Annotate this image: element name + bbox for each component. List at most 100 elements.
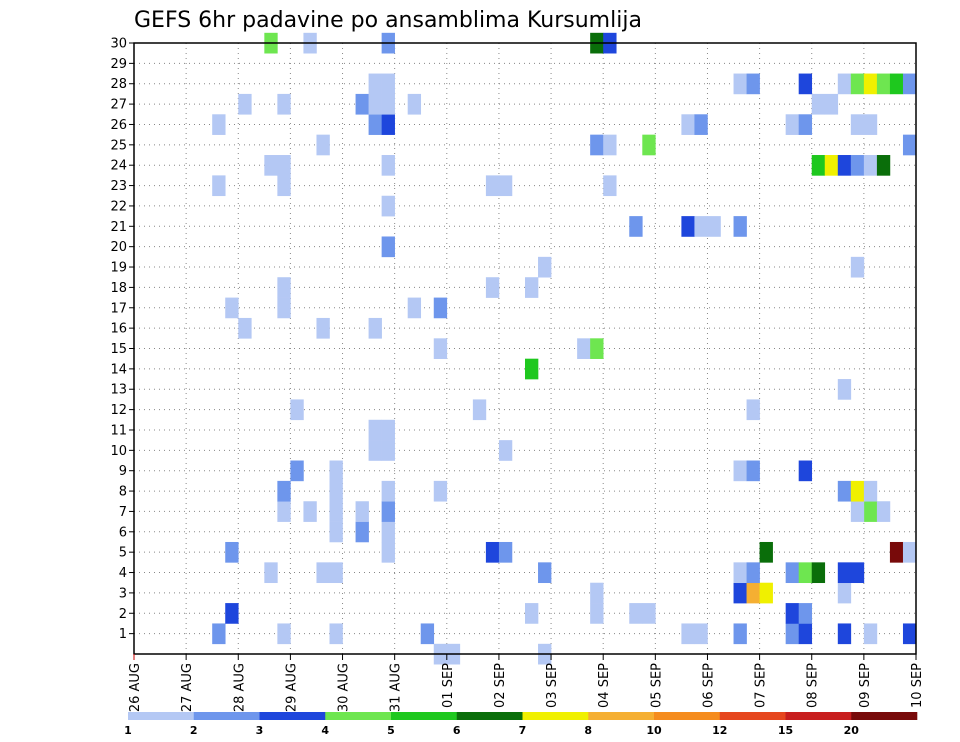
heatmap-cell (681, 623, 695, 645)
legend-swatch (851, 712, 918, 720)
y-tick-label: 2 (119, 607, 127, 622)
heatmap-cell (811, 562, 826, 584)
heatmap-cell (837, 379, 852, 400)
heatmap-cell (746, 73, 760, 95)
legend-label: 3 (256, 724, 264, 737)
legend-label: 10 (646, 724, 662, 737)
heatmap-cell (433, 297, 448, 319)
y-tick-label: 7 (119, 505, 127, 520)
heatmap-cell (225, 297, 239, 319)
chart-title: GEFS 6hr padavine po ansamblima Kursumli… (134, 8, 642, 33)
heatmap-cell (785, 114, 799, 135)
heatmap-cell (277, 277, 291, 298)
heatmap-cell (863, 501, 878, 522)
legend-swatch (456, 712, 523, 720)
heatmap-cell (694, 623, 708, 645)
legend-swatch (522, 712, 589, 720)
legend-label: 8 (584, 724, 592, 737)
heatmap-cell (355, 501, 369, 522)
heatmap-cell (381, 480, 395, 502)
heatmap-cell (603, 134, 617, 156)
heatmap-cell (590, 338, 604, 359)
y-tick-label: 23 (110, 179, 127, 194)
heatmap-cell (407, 93, 422, 115)
heatmap-cell (837, 582, 852, 604)
heatmap-cell (316, 134, 330, 156)
legend-swatch (588, 712, 655, 720)
heatmap-cell (902, 541, 917, 563)
heatmap-cell (889, 73, 904, 95)
heatmap-cell (733, 623, 747, 645)
heatmap-cell (902, 134, 917, 156)
heatmap-cell (824, 93, 839, 115)
y-tick-label: 5 (119, 546, 127, 561)
heatmap-cell (368, 440, 382, 461)
x-tick-label: 09 SEP (858, 663, 873, 708)
x-tick-label: 26 AUG (128, 663, 143, 712)
heatmap-cell (485, 277, 500, 298)
heatmap-cell (694, 216, 708, 237)
heatmap-cell (863, 73, 878, 95)
x-tick-label: 08 SEP (806, 663, 821, 708)
y-tick-label: 26 (110, 118, 127, 133)
heatmap-cell (733, 73, 747, 95)
heatmap-cell (212, 175, 226, 197)
y-tick-label: 24 (110, 159, 127, 174)
heatmap-cell (590, 582, 604, 604)
y-tick-label: 29 (110, 57, 127, 72)
heatmap-cell (525, 358, 539, 380)
x-tick-label: 28 AUG (232, 663, 247, 712)
heatmap-cell (733, 562, 747, 584)
heatmap-cell (798, 460, 813, 482)
y-tick-label: 9 (119, 464, 127, 479)
heatmap-cell (277, 93, 291, 115)
legend-swatch (128, 712, 195, 720)
heatmap-cell (811, 93, 826, 115)
heatmap-cell (381, 541, 395, 563)
heatmap-cell (381, 93, 395, 115)
heatmap-cell (277, 175, 291, 197)
heatmap-cell (472, 399, 487, 421)
heatmap-cell (538, 256, 552, 278)
heatmap-cell (863, 114, 878, 135)
heatmap-cell (316, 317, 330, 339)
heatmap-cell (746, 582, 760, 604)
legend-swatch (259, 712, 326, 720)
heatmap-cell (850, 155, 865, 176)
y-tick-label: 8 (119, 485, 127, 500)
y-tick-label: 1 (119, 627, 127, 642)
heatmap-cell (902, 623, 917, 645)
heatmap-cell (525, 277, 539, 298)
heatmap-cell (433, 480, 448, 502)
heatmap-cell (759, 541, 773, 563)
heatmap-cell (863, 480, 878, 502)
legend-swatch (719, 712, 786, 720)
heatmap-cell (264, 155, 278, 176)
heatmap-cell (381, 155, 395, 176)
heatmap-cell (876, 501, 891, 522)
heatmap-cell (277, 297, 291, 319)
heatmap-cell (642, 603, 656, 624)
heatmap-cell (329, 480, 343, 502)
legend-swatch (785, 712, 852, 720)
heatmap-cell (316, 562, 330, 584)
heatmap-cell (889, 541, 904, 563)
legend-swatch (391, 712, 458, 720)
heatmap-cell (798, 73, 813, 95)
x-tick-label: 05 SEP (649, 663, 664, 708)
y-axis-ticks: 1234567891011121314151617181920212223242… (110, 37, 134, 642)
heatmap-cell (381, 501, 395, 522)
heatmap-cell (407, 297, 422, 319)
heatmap-cell (850, 562, 865, 584)
heatmap-cell (785, 603, 799, 624)
heatmap-cell (238, 317, 252, 339)
heatmap-cell (277, 501, 291, 522)
heatmap-cell (603, 175, 617, 197)
y-tick-label: 11 (110, 423, 127, 438)
heatmap-cell (355, 521, 369, 543)
heatmap-cell (368, 114, 382, 135)
y-tick-label: 6 (119, 525, 127, 540)
heatmap-cell (290, 399, 304, 421)
heatmap-cell (850, 114, 865, 135)
